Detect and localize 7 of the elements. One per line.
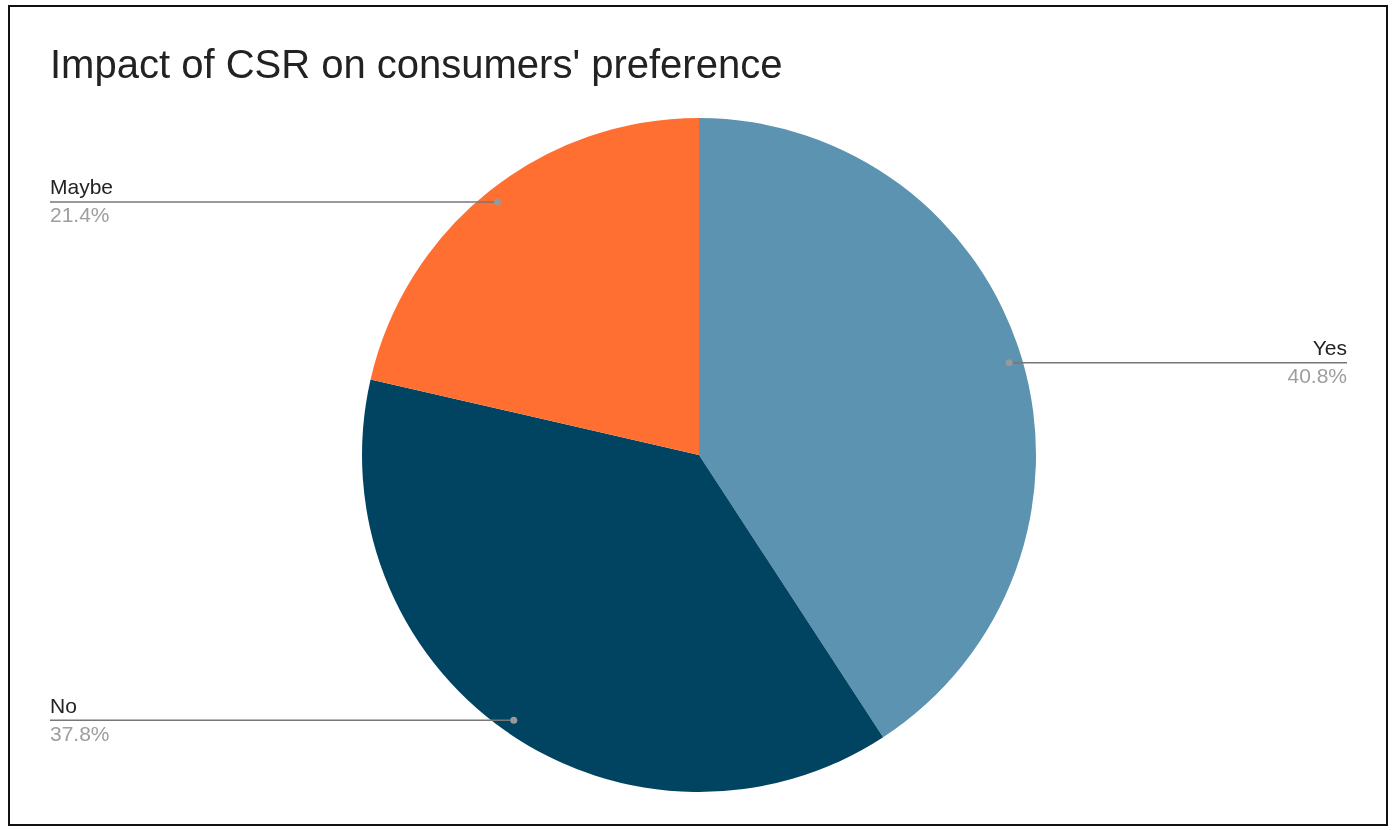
slice-label: No (50, 693, 77, 717)
data-label: 40.8% (1287, 364, 1347, 388)
data-label: 37.8% (50, 721, 110, 745)
slice-label: Maybe (50, 175, 114, 199)
chart-title: Impact of CSR on consumers' preference (50, 42, 783, 87)
slice-label: Yes (1312, 336, 1347, 360)
data-label: 21.4% (50, 203, 110, 227)
